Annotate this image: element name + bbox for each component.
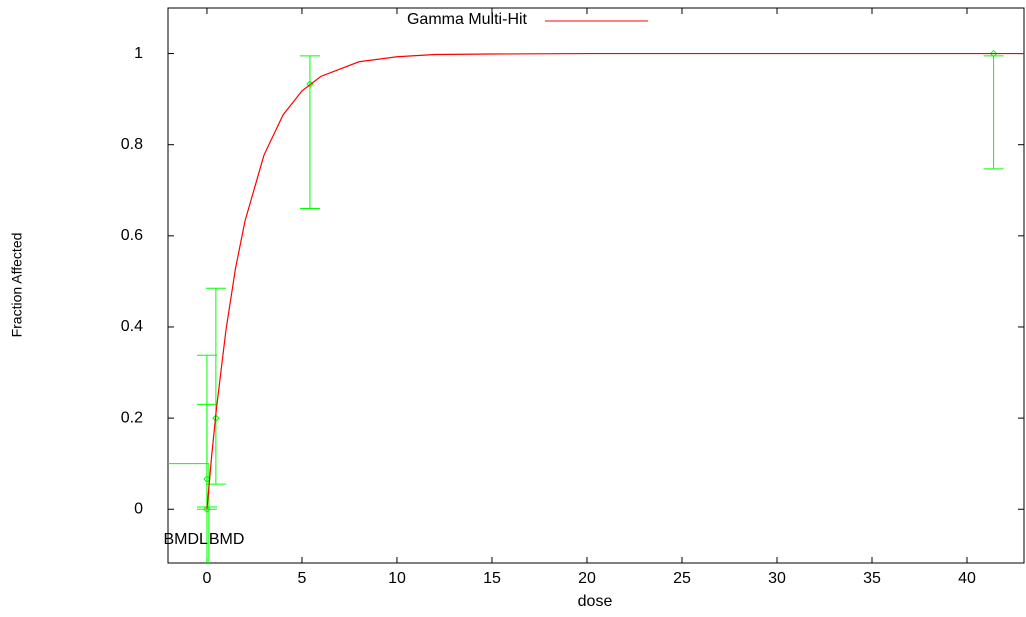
x-tick-label: 20 (578, 570, 596, 587)
x-tick-label: 0 (202, 570, 211, 587)
plot-frame (167, 7, 1025, 564)
x-tick-label: 5 (298, 570, 307, 587)
y-tick-label: 0.8 (121, 136, 143, 153)
y-tick-label: 1 (134, 45, 143, 62)
y-tick-label: 0.6 (121, 227, 143, 244)
bmd-label: BMD (209, 531, 245, 548)
x-tick-label: 35 (863, 570, 881, 587)
x-tick-label: 15 (483, 570, 501, 587)
x-tick-label: 30 (768, 570, 786, 587)
bmdl-label: BMDL (163, 531, 208, 548)
x-tick-label: 10 (388, 570, 406, 587)
legend-label: Gamma Multi-Hit (407, 11, 528, 28)
x-tick-label: 25 (673, 570, 691, 587)
x-axis-label: dose (578, 593, 613, 610)
y-tick-label: 0 (134, 500, 143, 517)
y-tick-label: 0.4 (121, 318, 143, 335)
fit-line (206, 52, 1024, 510)
x-tick-label: 40 (958, 570, 976, 587)
y-tick-label: 0.2 (121, 409, 143, 426)
y-axis-label: Fraction Affected (9, 233, 25, 338)
